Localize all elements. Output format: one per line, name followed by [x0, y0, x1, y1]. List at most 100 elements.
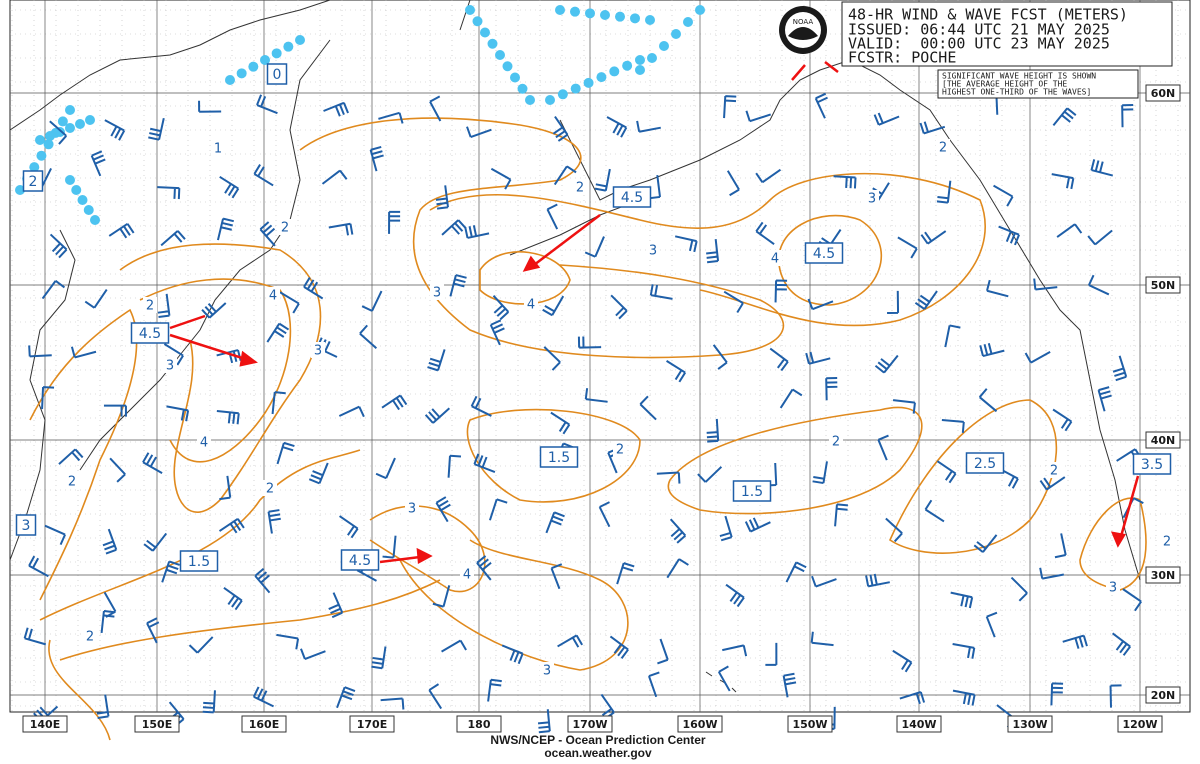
wind-barb — [717, 665, 731, 692]
wind-barb — [877, 434, 889, 461]
contour-label: 4 — [771, 252, 779, 267]
wind-barb — [216, 409, 240, 425]
sea-ice — [15, 5, 705, 225]
wind-barb — [435, 496, 451, 523]
ice-dot — [45, 131, 55, 141]
contour-label: 3 — [868, 192, 876, 207]
contour-label-bg — [829, 433, 843, 449]
wind-barb — [550, 411, 571, 435]
wind-barb — [143, 532, 168, 552]
lon-label: 140E — [30, 718, 60, 731]
wind-barb — [308, 462, 329, 485]
wind-barb — [201, 302, 227, 319]
labels: 140E 150E 160E 170E 180 170W 160W 150W 140W 130W 1… — [15, 63, 1181, 733]
wind-barb — [936, 460, 957, 484]
wind-barb — [381, 394, 408, 411]
wind-barb — [833, 175, 857, 189]
contour-label: 2 — [832, 435, 840, 450]
header-issued: ISSUED: 06:44 UTC 21 MAY 2025 — [848, 21, 1110, 39]
wind-barb — [23, 627, 47, 646]
wind-barb — [666, 558, 689, 579]
lon-label-box — [896, 715, 942, 733]
boxed-label-box — [179, 550, 219, 572]
wind-barb — [338, 405, 365, 418]
wind-barb — [952, 643, 976, 659]
wind-barb — [276, 633, 300, 650]
wind-barb — [924, 499, 945, 523]
wind-barb — [1062, 634, 1088, 649]
contour-label: 4 — [527, 298, 535, 313]
wind-barb — [161, 560, 180, 583]
wind-barb — [944, 324, 961, 348]
contour-label: 3 — [543, 664, 551, 679]
boxed-label-box — [15, 514, 37, 536]
wind-barb — [1039, 476, 1066, 491]
ice-dot — [517, 83, 528, 94]
wind-barb — [697, 466, 723, 483]
lon-label: 140W — [901, 718, 936, 731]
wind-barb — [639, 395, 657, 421]
wind-barb — [492, 295, 510, 321]
ice-dot — [647, 53, 657, 63]
ice-dot — [583, 77, 594, 88]
track-arrow — [791, 61, 839, 81]
contour-label: 2 — [281, 221, 289, 236]
ice-dot — [83, 205, 94, 215]
lon-label: 170W — [572, 718, 607, 731]
wind-barb — [70, 346, 97, 359]
contour-label-bg — [613, 441, 627, 457]
wind-barb — [542, 295, 565, 317]
wind-barb — [550, 563, 563, 590]
wind-barb — [609, 635, 629, 659]
lon-label: 150W — [792, 718, 827, 731]
wind-barb — [473, 453, 496, 474]
wind-barb — [887, 290, 900, 315]
wind-barb — [49, 233, 68, 259]
ice-dot — [29, 162, 40, 173]
wind-barb — [744, 517, 771, 533]
ice-dot — [615, 11, 625, 22]
ice-dot — [510, 72, 520, 83]
wind-barb — [163, 343, 184, 366]
boxed-label: 0 — [273, 67, 282, 83]
lon-label-box — [677, 715, 723, 733]
lon-label: 160E — [249, 718, 279, 731]
wind-barb — [388, 210, 401, 234]
wind-barb — [109, 457, 126, 483]
wind-barb — [722, 644, 748, 657]
contour-label-bg — [311, 342, 325, 358]
wind-barb — [166, 405, 190, 422]
contour-label-bg — [573, 179, 587, 195]
wind-barb — [998, 225, 1020, 246]
wind-barb — [279, 291, 300, 314]
lon-label: 160W — [682, 718, 717, 731]
ice-dot — [570, 6, 580, 17]
wind-barb — [1051, 173, 1075, 190]
wind-barb — [825, 377, 838, 401]
wind-barb — [598, 501, 611, 528]
wind-barb — [1033, 278, 1058, 291]
boxed-label: 2 — [29, 174, 38, 190]
ice-dot — [585, 8, 595, 19]
wind-barb — [1056, 223, 1083, 238]
contour-label-bg — [1160, 533, 1174, 549]
wind-barb — [755, 168, 782, 184]
lat-label-box — [1145, 566, 1181, 584]
wind-barb — [267, 509, 281, 534]
contour-label-bg — [936, 139, 950, 155]
coastline — [79, 39, 331, 471]
coastline — [9, 0, 331, 131]
boxed-label-box — [22, 170, 44, 192]
boxed-label: 4.5 — [139, 326, 161, 342]
contour-label-bg — [768, 250, 782, 266]
wind-barb — [49, 120, 68, 145]
wind-barb — [1050, 682, 1064, 706]
wind-barb — [723, 290, 744, 314]
contour-label: 2 — [576, 181, 584, 196]
lon-label-box — [1117, 715, 1163, 733]
wind-barb — [219, 475, 232, 501]
wind-barb — [476, 555, 492, 581]
lat-label-box — [1145, 276, 1181, 294]
note-line: [THE AVERAGE HEIGHT OF THE — [942, 80, 1067, 89]
